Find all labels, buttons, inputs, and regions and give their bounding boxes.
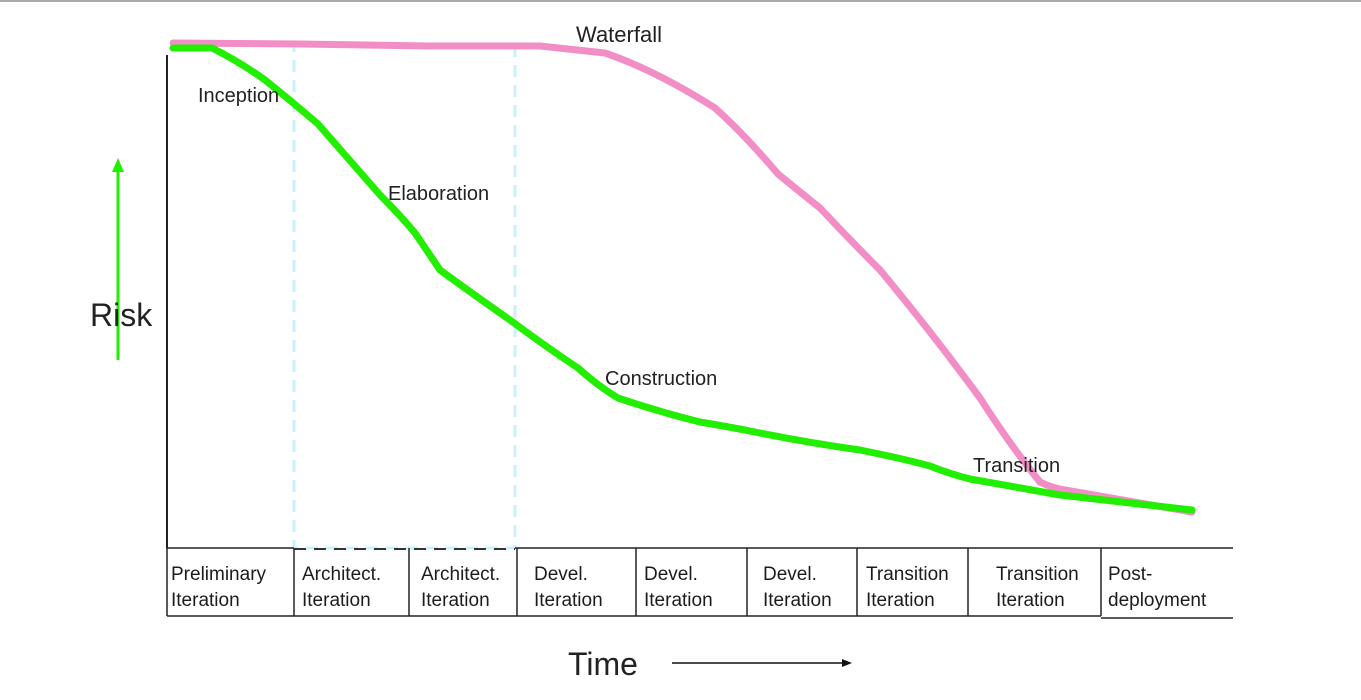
- inception-label: Inception: [198, 85, 279, 107]
- iteration-cell-devel-3: Devel. Iteration: [763, 564, 832, 611]
- iteration-cell-post-deployment: Post- deployment: [1108, 564, 1207, 611]
- iteration-cell-transition-1: Transition Iteration: [866, 564, 949, 611]
- iteration-cell-devel-2: Devel. Iteration: [644, 564, 713, 611]
- y-axis-label: Risk: [90, 297, 153, 333]
- x-axis-label: Time: [568, 646, 638, 682]
- risk-arrow: [112, 158, 124, 360]
- iteration-cell-architect-1: Architect. Iteration: [302, 564, 382, 611]
- iteration-row-grid: [166, 547, 1233, 619]
- iteration-cell-preliminary: Preliminary Iteration: [171, 564, 267, 611]
- iteration-cell-architect-2: Architect. Iteration: [421, 564, 501, 611]
- iteration-cell-devel-1: Devel. Iteration: [534, 564, 603, 611]
- time-arrow: [672, 659, 852, 667]
- iteration-cell-transition-2: Transition Iteration: [996, 564, 1079, 611]
- iterative-risk-curve: [169, 44, 1196, 514]
- transition-label: Transition: [973, 455, 1060, 477]
- waterfall-curve: [169, 39, 1196, 516]
- elaboration-label: Elaboration: [388, 183, 489, 205]
- construction-label: Construction: [605, 368, 717, 390]
- waterfall-label: Waterfall: [576, 22, 662, 47]
